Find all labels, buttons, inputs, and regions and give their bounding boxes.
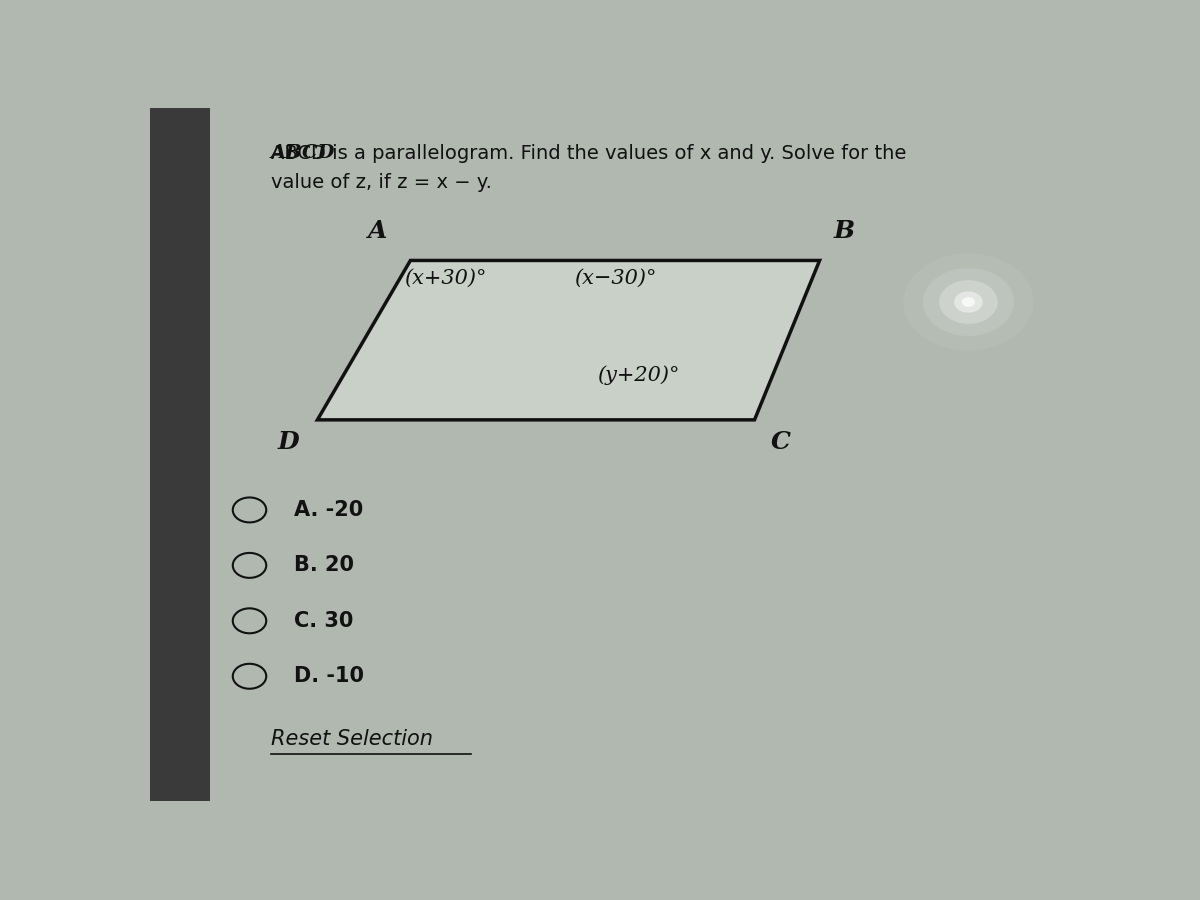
Text: ABCD is a parallelogram. Find the values of x and y. Solve for the: ABCD is a parallelogram. Find the values… — [271, 143, 906, 163]
Circle shape — [962, 297, 974, 307]
Bar — [150, 108, 210, 801]
Text: ABCD: ABCD — [271, 144, 335, 162]
Text: B: B — [834, 219, 854, 243]
Text: A: A — [367, 219, 388, 243]
Circle shape — [954, 292, 983, 312]
Circle shape — [940, 280, 997, 324]
Text: (x+30)°: (x+30)° — [404, 268, 487, 287]
Text: B. 20: B. 20 — [294, 555, 354, 575]
Text: (y+20)°: (y+20)° — [598, 365, 679, 384]
Text: A. -20: A. -20 — [294, 500, 364, 520]
Text: (x−30)°: (x−30)° — [574, 268, 656, 287]
Circle shape — [904, 254, 1033, 351]
Text: C. 30: C. 30 — [294, 611, 354, 631]
Polygon shape — [317, 260, 820, 419]
Text: D: D — [277, 430, 299, 454]
Circle shape — [923, 268, 1014, 336]
Text: D. -10: D. -10 — [294, 666, 364, 687]
Text: value of z, if z = x − y.: value of z, if z = x − y. — [271, 173, 492, 192]
Text: C: C — [772, 430, 791, 454]
Text: Reset Selection: Reset Selection — [271, 729, 433, 749]
